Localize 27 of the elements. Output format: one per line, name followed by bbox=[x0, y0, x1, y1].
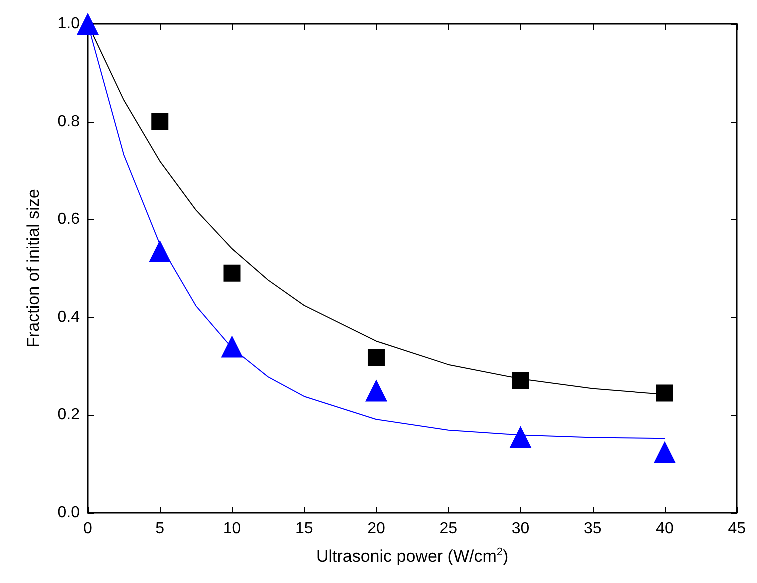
x-tick-label: 35 bbox=[584, 520, 602, 538]
x-tick-label: 30 bbox=[512, 520, 530, 538]
point bbox=[224, 264, 241, 282]
x-tick-label: 10 bbox=[223, 520, 242, 538]
x-tick-label: 25 bbox=[440, 520, 458, 538]
y-tick-label: 0.4 bbox=[58, 308, 80, 326]
y-tick-label: 1.0 bbox=[58, 16, 80, 32]
point bbox=[368, 349, 385, 366]
x-tick-label: 0 bbox=[84, 520, 93, 538]
y-tick-label: 0.0 bbox=[58, 504, 80, 522]
point bbox=[152, 113, 169, 130]
x-tick-label: 5 bbox=[156, 520, 165, 538]
point bbox=[221, 336, 244, 358]
x-tick-label: 20 bbox=[368, 520, 386, 538]
x-tick-label: 45 bbox=[728, 520, 746, 538]
point bbox=[510, 426, 532, 448]
point bbox=[365, 380, 388, 402]
y-tick-label: 0.6 bbox=[58, 211, 80, 228]
point bbox=[656, 384, 674, 402]
point bbox=[512, 372, 530, 390]
point bbox=[149, 240, 172, 262]
y-tick-label: 0.2 bbox=[58, 406, 80, 424]
x-tick-label: 15 bbox=[295, 520, 314, 538]
y-axis-title: Fraction of initial size bbox=[24, 189, 43, 348]
point bbox=[654, 441, 676, 464]
y-tick-label: 0.8 bbox=[58, 113, 80, 130]
x-tick-label: 40 bbox=[656, 520, 674, 538]
